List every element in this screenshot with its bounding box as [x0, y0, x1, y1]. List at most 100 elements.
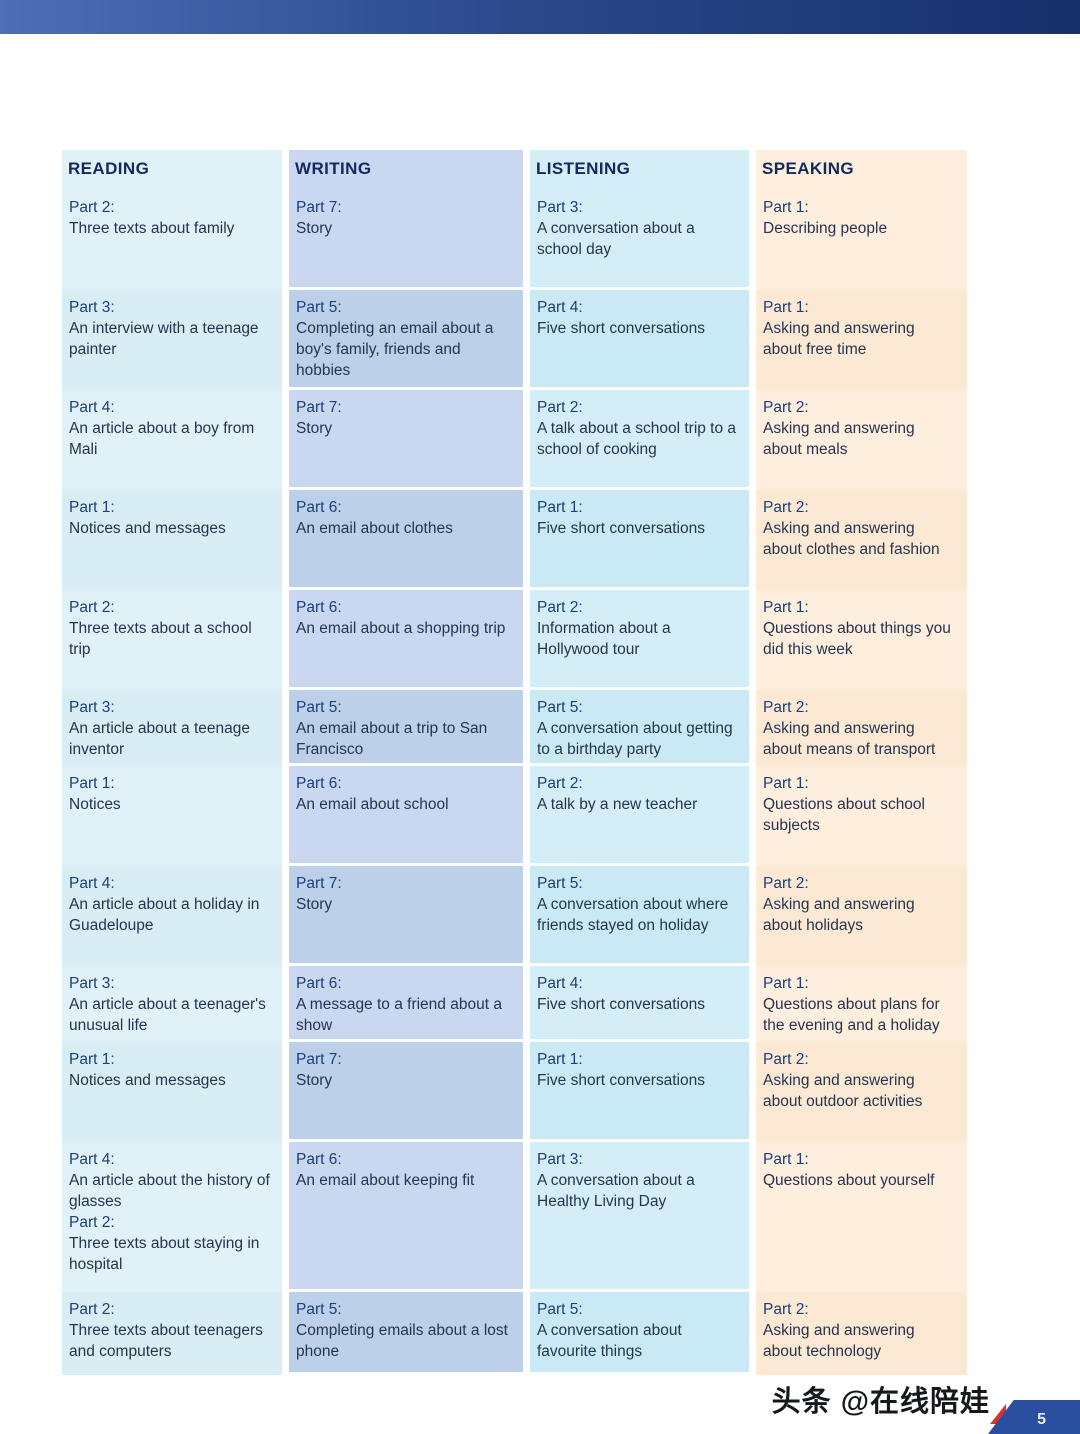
part-description: Asking and answering about outdoor activ…: [763, 1072, 923, 1111]
cell-listening-row-1: Part 3: A conversation about a school day: [530, 190, 749, 290]
part-label: Part 3:: [537, 1151, 583, 1168]
part-description: A conversation about getting to a birthd…: [537, 720, 733, 759]
part-label: Part 2:: [537, 775, 583, 792]
cell-writing-row-11: Part 6: An email about keeping fit: [289, 1142, 523, 1292]
cell-writing-row-7: Part 6: An email about school: [289, 766, 523, 866]
part-label: Part 2:: [69, 199, 115, 216]
part-label: Part 4:: [69, 875, 115, 892]
cell-speaking-row-5: Part 1: Questions about things you did th…: [756, 590, 967, 690]
part-label: Part 2:: [763, 699, 809, 716]
part-label: Part 5:: [296, 1301, 342, 1318]
part-description: Describing people: [763, 220, 888, 238]
part-description: A talk by a new teacher: [537, 796, 698, 814]
part-label: Part 2:: [69, 1301, 115, 1318]
part-description: Three texts about staying in hospital: [69, 1235, 260, 1274]
part-description: Questions about things you did this week: [763, 620, 951, 659]
part-description: An article about a teenager's unusual li…: [69, 996, 266, 1035]
part-label: Part 1:: [763, 775, 809, 792]
part-description: Five short conversations: [537, 996, 705, 1014]
cell-listening-row-9: Part 4: Five short conversations: [530, 966, 749, 1042]
part-description: Questions about yourself: [763, 1172, 935, 1190]
cell-writing-row-10: Part 7: Story: [289, 1042, 523, 1142]
part-label: Part 6:: [296, 499, 342, 516]
cell-writing-row-8: Part 7: Story: [289, 866, 523, 966]
part-description: An email about school: [296, 796, 449, 814]
part-description: A conversation about a Healthy Living Da…: [537, 1172, 695, 1211]
part-description: Three texts about a school trip: [69, 620, 252, 659]
part-description: An article about the history of glasses: [69, 1172, 270, 1211]
part-description: Five short conversations: [537, 520, 705, 538]
cell-speaking-row-1: Part 1: Describing people: [756, 190, 967, 290]
cell-reading-row-7: Part 1: Notices: [62, 766, 282, 866]
cell-reading-row-10: Part 1: Notices and messages: [62, 1042, 282, 1142]
watermark: 头条 @在线陪娃: [771, 1386, 990, 1418]
part-label: Part 3:: [69, 699, 115, 716]
part-description: A talk about a school trip to a school o…: [537, 420, 737, 459]
cell-listening-row-12: Part 5: A conversation about favourite th…: [530, 1292, 749, 1375]
part-description: Asking and answering about holidays: [763, 896, 915, 935]
part-label: Part 2:: [763, 1051, 809, 1068]
column-speaking: SPEAKING Part 1: Describing people Part 1: A…: [756, 150, 967, 1375]
column-header-listening: LISTENING: [530, 150, 749, 190]
part-description: Three texts about family: [69, 220, 235, 238]
cell-speaking-row-4: Part 2: Asking and answering about clothe…: [756, 490, 967, 590]
part-label: Part 3:: [69, 975, 115, 992]
part-label: Part 4:: [537, 975, 583, 992]
column-reading: READING Part 2: Three texts about family Pa…: [62, 150, 282, 1375]
part-description: Completing emails about a lost phone: [296, 1322, 508, 1361]
part-description: Completing an email about a boy's family…: [296, 320, 494, 380]
cell-reading-row-4: Part 1: Notices and messages: [62, 490, 282, 590]
cell-writing-row-6: Part 5: An email about a trip to San Fran…: [289, 690, 523, 766]
part-label: Part 7:: [296, 875, 342, 892]
part-description: A conversation about a school day: [537, 220, 695, 259]
part-description: An email about a shopping trip: [296, 620, 506, 638]
cell-speaking-row-2: Part 1: Asking and answering about free t…: [756, 290, 967, 390]
cell-speaking-row-10: Part 2: Asking and answering about outdoo…: [756, 1042, 967, 1142]
part-description: Five short conversations: [537, 1072, 705, 1090]
part-label: Part 1:: [763, 599, 809, 616]
part-description: Story: [296, 220, 333, 238]
part-description: Story: [296, 1072, 333, 1090]
part-label: Part 4:: [537, 299, 583, 316]
part-label: Part 5:: [296, 699, 342, 716]
part-label: Part 2:: [537, 599, 583, 616]
cell-reading-row-12: Part 2: Three texts about teenagers and c…: [62, 1292, 282, 1375]
part-description: Story: [296, 420, 333, 438]
part-label: Part 1:: [69, 775, 115, 792]
part-label: Part 6:: [296, 975, 342, 992]
part-label: Part 5:: [537, 875, 583, 892]
cell-listening-row-5: Part 2: Information about a Hollywood tou…: [530, 590, 749, 690]
part-description: Asking and answering about technology: [763, 1322, 915, 1361]
part-label: Part 1:: [763, 199, 809, 216]
cell-speaking-row-6: Part 2: Asking and answering about means …: [756, 690, 967, 766]
part-description: Questions about plans for the evening an…: [763, 996, 940, 1035]
part-label: Part 2:: [763, 499, 809, 516]
part-description: Asking and answering about meals: [763, 420, 915, 459]
part-label: Part 2:: [537, 399, 583, 416]
part-description: An email about clothes: [296, 520, 453, 538]
part-description: Five short conversations: [537, 320, 705, 338]
part-label: Part 6:: [296, 1151, 342, 1168]
part-label: Part 3:: [537, 199, 583, 216]
cell-listening-row-10: Part 1: Five short conversations: [530, 1042, 749, 1142]
part-label: Part 5:: [296, 299, 342, 316]
cell-listening-row-7: Part 2: A talk by a new teacher: [530, 766, 749, 866]
cell-speaking-row-11: Part 1: Questions about yourself: [756, 1142, 967, 1292]
part-description: Notices and messages: [69, 1072, 226, 1090]
part-label: Part 6:: [296, 775, 342, 792]
cell-speaking-row-7: Part 1: Questions about school subjects: [756, 766, 967, 866]
cell-writing-row-4: Part 6: An email about clothes: [289, 490, 523, 590]
cell-listening-row-4: Part 1: Five short conversations: [530, 490, 749, 590]
cell-reading-row-5: Part 2: Three texts about a school trip: [62, 590, 282, 690]
cell-speaking-row-8: Part 2: Asking and answering about holida…: [756, 866, 967, 966]
part-label: Part 4:: [69, 1151, 115, 1168]
part-description: A conversation about where friends staye…: [537, 896, 729, 935]
cell-speaking-row-3: Part 2: Asking and answering about meals: [756, 390, 967, 490]
cell-reading-row-11: Part 4: An article about the history of g…: [62, 1142, 282, 1292]
part-label: Part 7:: [296, 399, 342, 416]
part-label: Part 1:: [763, 1151, 809, 1168]
part-description: Asking and answering about means of tran…: [763, 720, 936, 759]
cell-writing-row-3: Part 7: Story: [289, 390, 523, 490]
part-label: Part 4:: [69, 399, 115, 416]
